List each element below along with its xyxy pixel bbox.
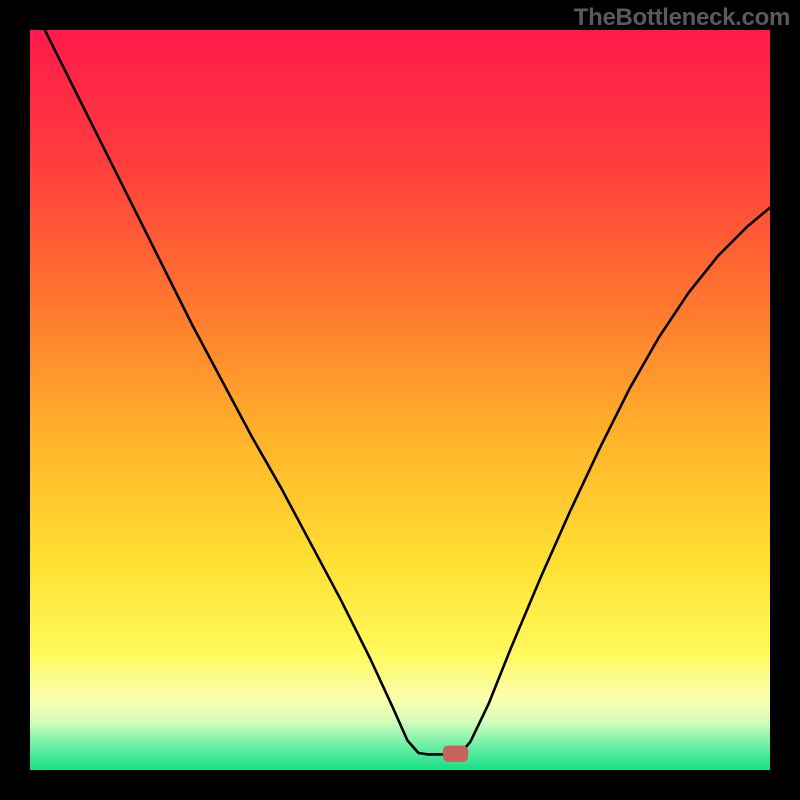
optimal-point-marker [443, 746, 468, 762]
bottleneck-chart [0, 0, 800, 800]
chart-canvas: TheBottleneck.com [0, 0, 800, 800]
plot-area [30, 30, 770, 770]
